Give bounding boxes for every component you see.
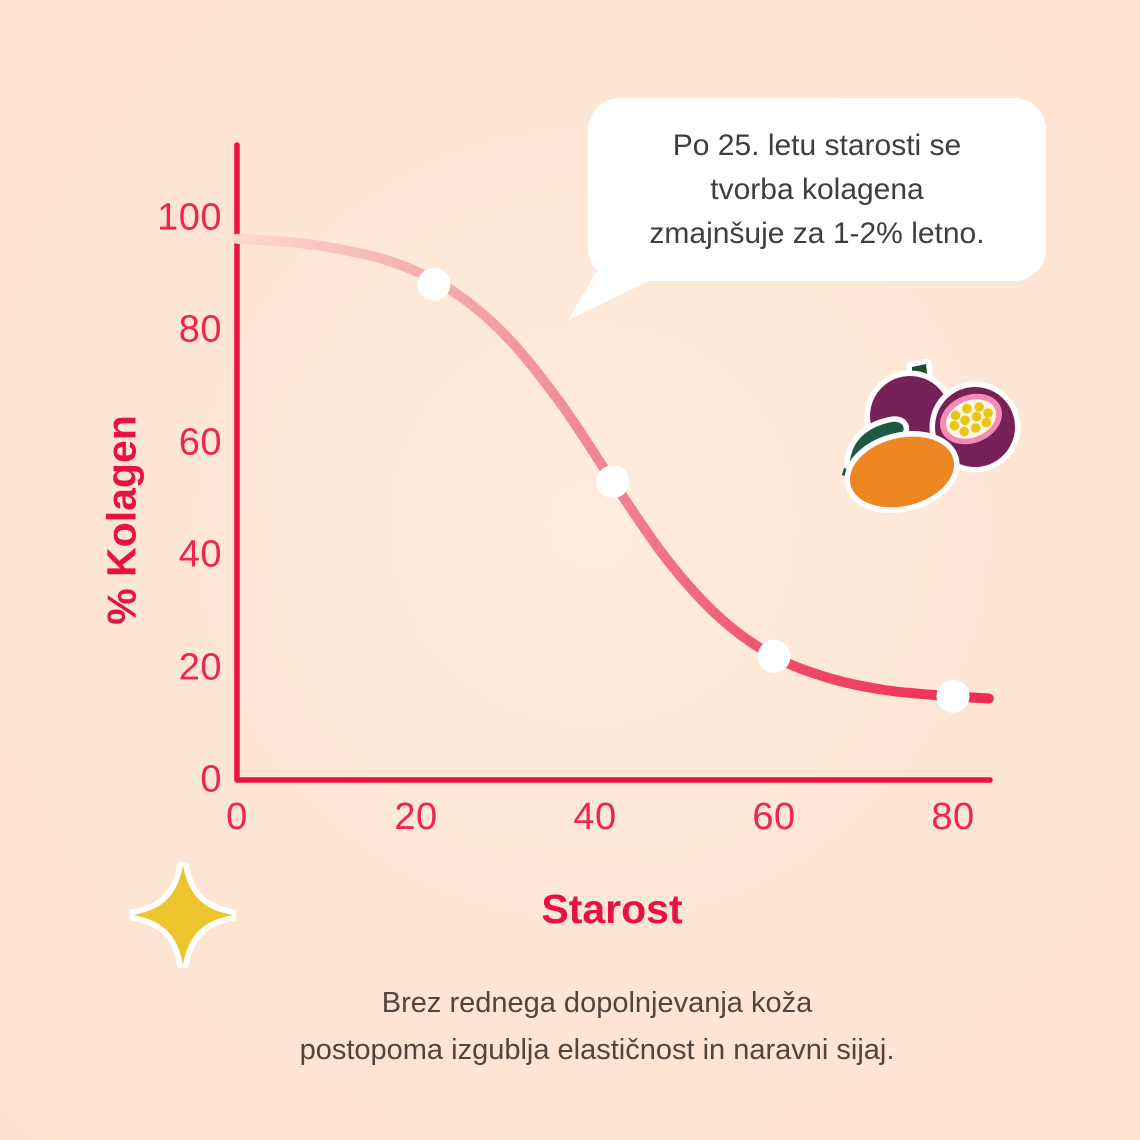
y-tick-label-80: 80 — [178, 308, 222, 351]
mango-leaf — [844, 416, 910, 486]
speech-bubble: Po 25. letu starosti se tvorba kolagena … — [588, 98, 1046, 281]
y-tick-label-60: 60 — [178, 421, 222, 464]
curve-marker-dot — [596, 465, 630, 499]
passionfruit-seeds — [949, 402, 993, 437]
mango — [844, 431, 960, 513]
speech-bubble-line: Po 25. letu starosti se — [672, 128, 962, 162]
caption-line: postopoma izgublja elastičnost in naravn… — [299, 1034, 895, 1066]
caption-line: Brez rednega dopolnjevanja koža — [381, 987, 813, 1019]
x-tick-label-80: 80 — [931, 796, 975, 838]
speech-bubble-line: tvorba kolagena — [710, 172, 924, 206]
mango-stem — [842, 468, 858, 480]
y-tick-label-40: 40 — [178, 533, 222, 576]
curve-marker-dot — [417, 267, 451, 301]
y-tick-label-0: 0 — [200, 758, 222, 801]
x-tick-label-0: 0 — [226, 796, 248, 838]
passionfruit-half — [929, 381, 1021, 473]
y-tick-label-20: 20 — [178, 646, 222, 689]
caption: Brez rednega dopolnjevanja koža postopom… — [54, 980, 1140, 1074]
y-tick-label-100: 100 — [157, 196, 222, 239]
passionfruit-whole — [864, 370, 956, 462]
curve-marker-dot — [757, 639, 791, 673]
x-tick-label-60: 60 — [752, 796, 796, 838]
sparkle-icon — [130, 862, 236, 968]
passionfruit-stem — [906, 358, 934, 390]
y-axis-title: % Kolagen — [98, 415, 145, 625]
collagen-curve — [232, 233, 994, 704]
x-axis-title: Starost — [541, 886, 683, 932]
speech-bubble-line: zmajnšuje za 1-2% letno. — [649, 216, 985, 250]
curve-marker-dot — [936, 679, 970, 713]
x-tick-label-40: 40 — [573, 796, 617, 838]
x-tick-label-20: 20 — [394, 796, 438, 838]
curve-marker-dots — [417, 267, 970, 713]
mango-passionfruit-sticker-icon — [842, 358, 1021, 513]
